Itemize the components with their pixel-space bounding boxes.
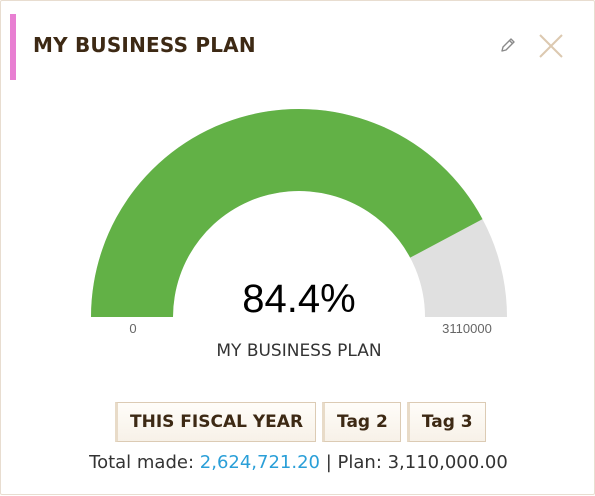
gauge-fill [91,108,483,317]
tag-list: THIS FISCAL YEAR Tag 2 Tag 3 [115,402,486,444]
gauge-min-label: 0 [129,321,137,336]
widget-title: MY BUSINESS PLAN [33,33,256,57]
total-made-label: Total made: [89,452,195,473]
pencil-icon [501,38,515,52]
plan-total: | Plan: 3,110,000.00 [325,452,508,473]
summary-line: Total made: 2,624,721.20 | Plan: 3,110,0… [1,452,595,473]
gauge-caption: MY BUSINESS PLAN [216,341,382,361]
tag-2[interactable]: Tag 2 [322,402,401,442]
total-made-value: 2,624,721.20 [199,452,320,473]
tag-3[interactable]: Tag 3 [406,402,486,442]
gauge-max-label: 3110000 [442,321,492,336]
close-button[interactable] [537,32,565,60]
close-icon [539,34,563,58]
tag-this-fiscal-year[interactable]: THIS FISCAL YEAR [115,402,317,442]
accent-bar [10,14,16,80]
edit-button[interactable] [497,34,519,56]
gauge-percent-value: 84.4% [242,277,356,321]
